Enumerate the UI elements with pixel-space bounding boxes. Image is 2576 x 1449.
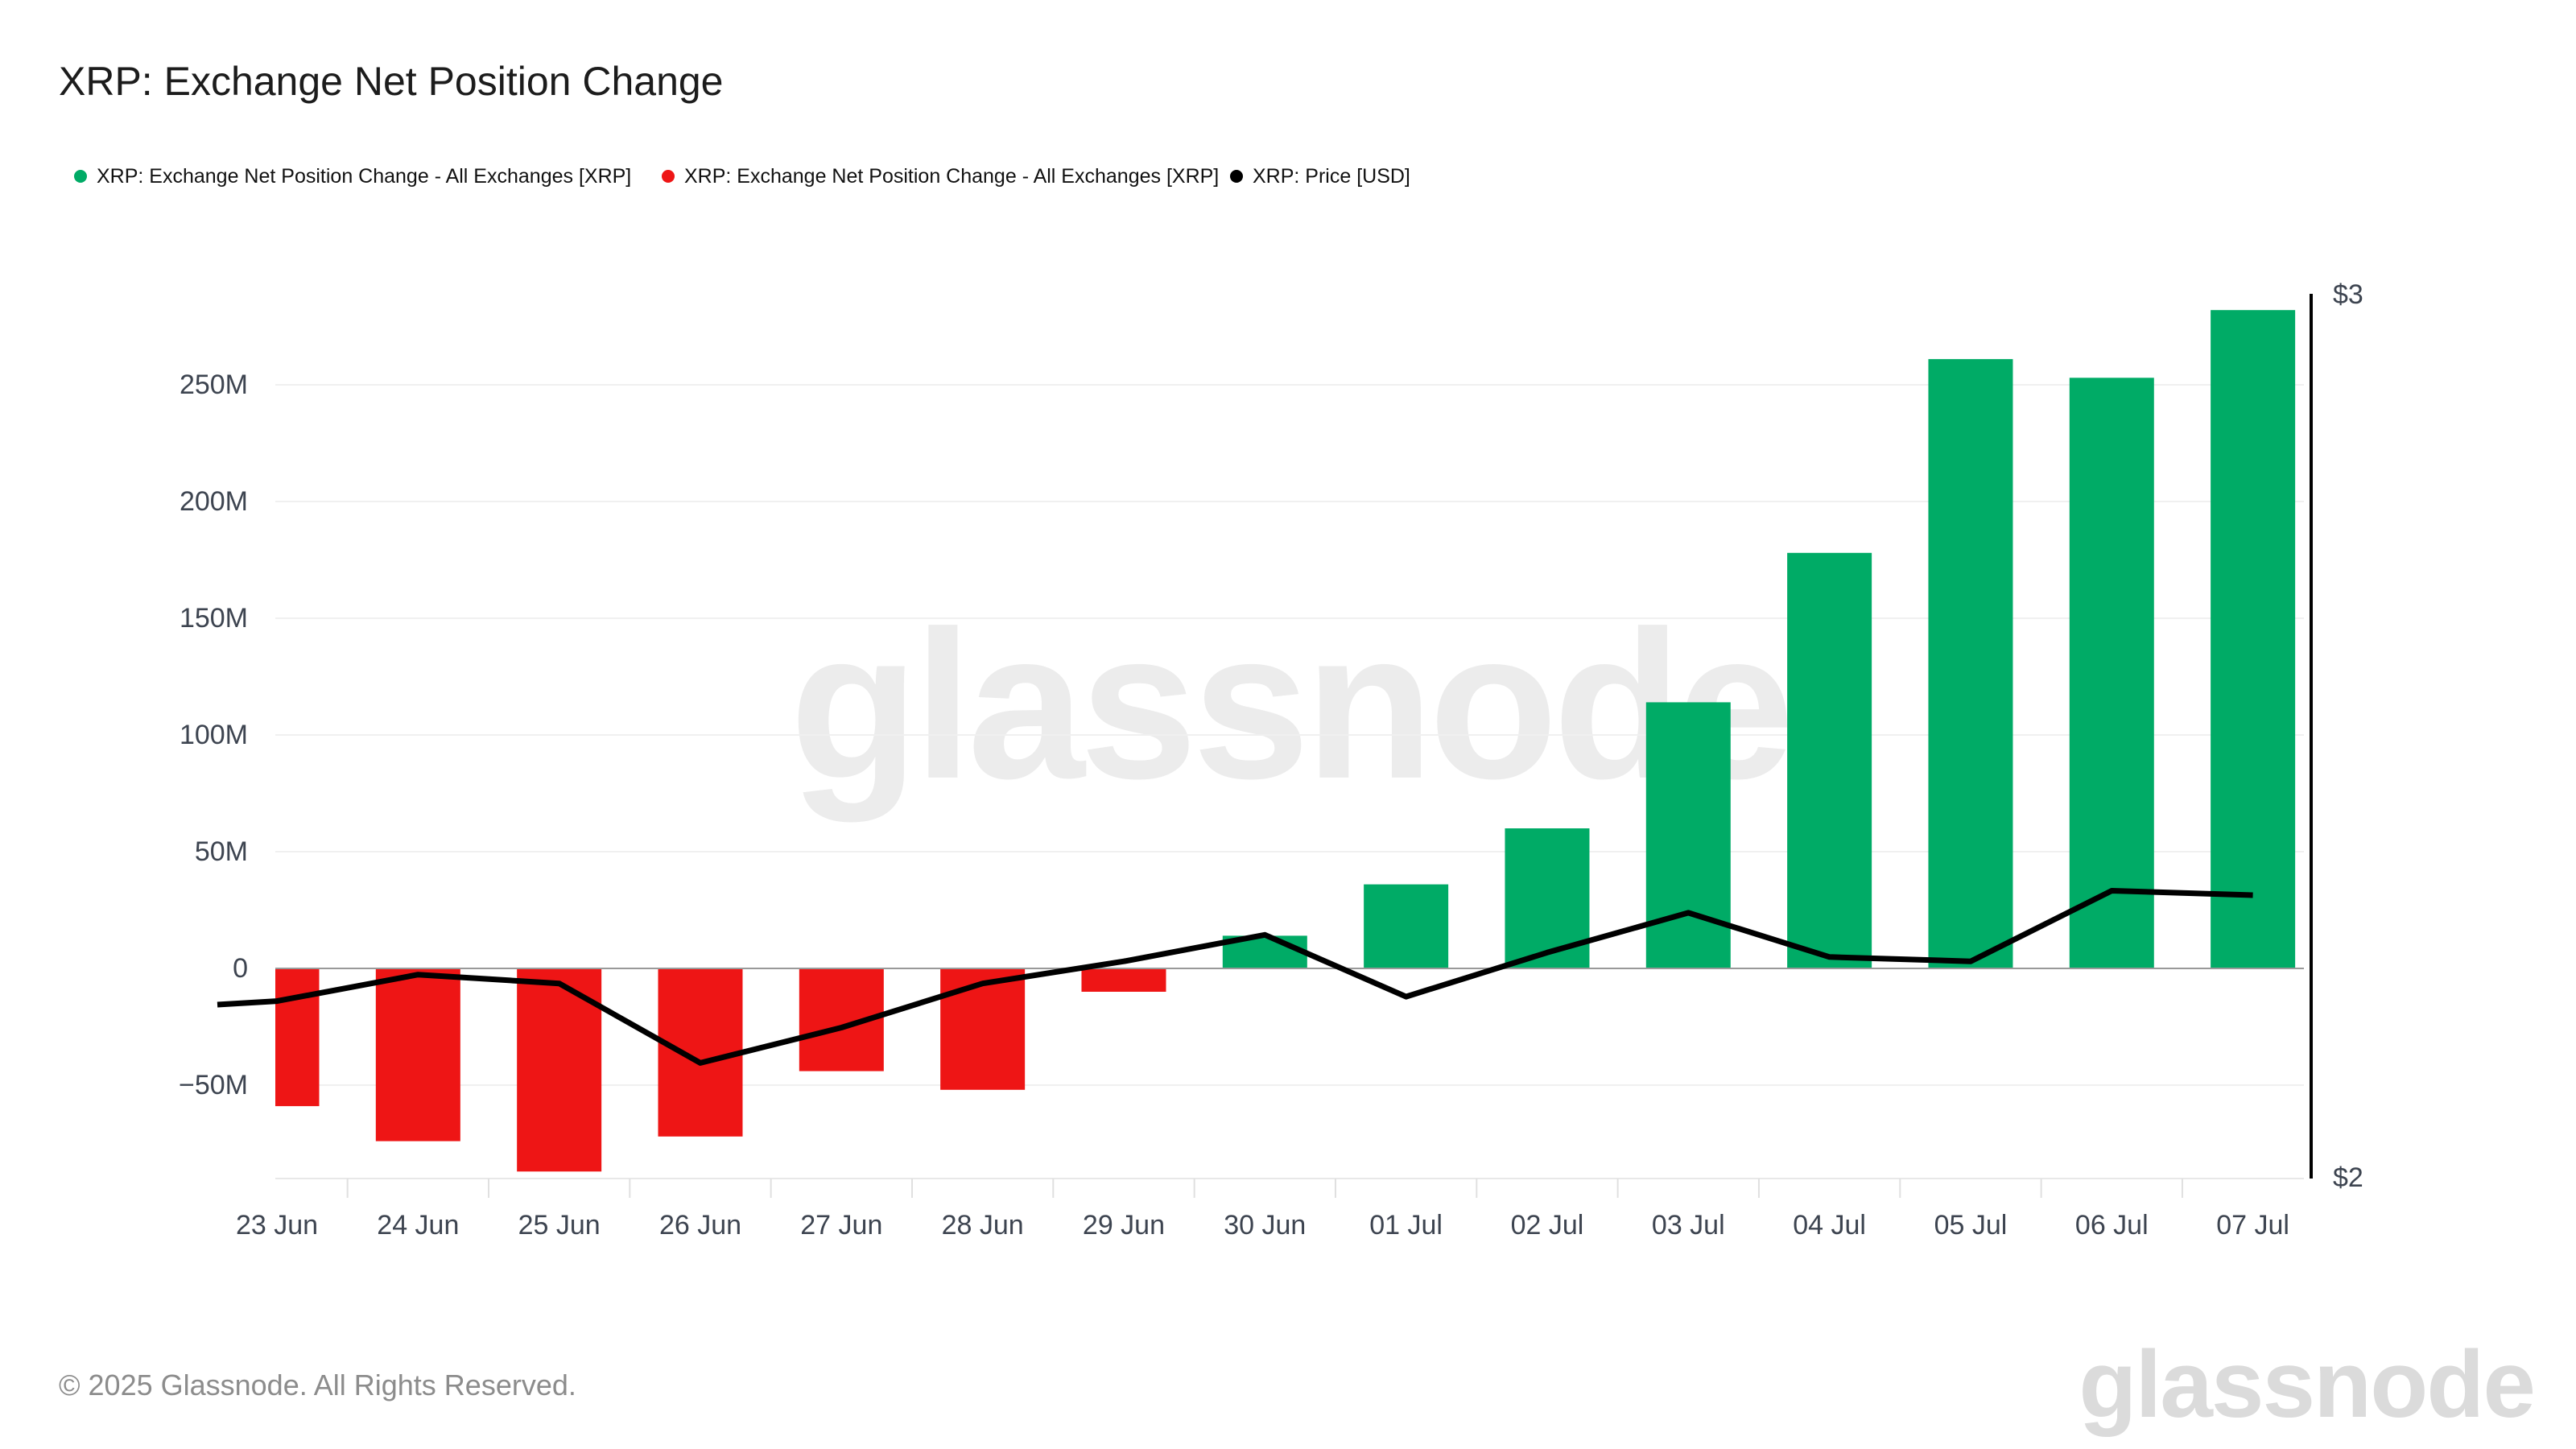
x-tick-05-jul: 05 Jul <box>1934 1210 2008 1241</box>
glassnode-watermark: glassnode <box>790 586 1794 823</box>
x-tick-06-jul: 06 Jul <box>2074 1210 2149 1241</box>
bar-24-jun[interactable] <box>375 968 460 1141</box>
legend-dot-green-icon <box>74 170 87 183</box>
price-line[interactable] <box>217 888 2253 1066</box>
glassnode-logo: glassnode <box>2079 1331 2536 1438</box>
bar-06-jul[interactable] <box>2069 378 2154 968</box>
bar-07-jul[interactable] <box>2211 310 2296 968</box>
bar-05-jul[interactable] <box>1928 359 2013 969</box>
bar-23-jun[interactable] <box>235 968 320 1107</box>
y-left-tick-0: 0 <box>233 953 248 984</box>
y-left-tick-150M: 150M <box>179 603 248 634</box>
x-tick-25-jun: 25 Jun <box>518 1210 601 1241</box>
bar-01-jul[interactable] <box>1364 884 1449 968</box>
y-right-tick-usd-2: $2 <box>2333 1162 2363 1193</box>
y-right-tick-usd-3: $3 <box>2333 279 2363 310</box>
price-line-series <box>217 888 2253 1066</box>
bar-04-jul[interactable] <box>1787 552 1872 968</box>
bar-26-jun[interactable] <box>658 968 743 1137</box>
legend-label: XRP: Price [USD] <box>1253 164 1410 188</box>
bar-28-jun[interactable] <box>940 968 1026 1090</box>
x-tick-02-jul: 02 Jul <box>1510 1210 1584 1241</box>
x-tick-04-jul: 04 Jul <box>1793 1210 1866 1241</box>
bar-02-jul[interactable] <box>1505 828 1590 968</box>
y-left-tick-100M: 100M <box>179 720 248 750</box>
legend-item-netposition-positive[interactable]: XRP: Exchange Net Position Change - All … <box>74 162 631 191</box>
x-tick-01-jul: 01 Jul <box>1369 1210 1443 1241</box>
x-axis <box>275 1178 2304 1198</box>
x-tick-27-jun: 27 Jun <box>800 1210 883 1241</box>
y-left-tick-−50M: −50M <box>179 1070 248 1100</box>
legend-dot-black-icon <box>1230 170 1243 183</box>
x-tick-30-jun: 30 Jun <box>1224 1210 1307 1241</box>
x-tick-23-jun: 23 Jun <box>235 1210 319 1241</box>
copyright-text: © 2025 Glassnode. All Rights Reserved. <box>59 1368 576 1402</box>
x-tick-03-jul: 03 Jul <box>1651 1210 1725 1241</box>
legend-item-netposition-negative[interactable]: XRP: Exchange Net Position Change - All … <box>662 162 1219 191</box>
bar-29-jun[interactable] <box>1081 968 1166 992</box>
legend-dot-red-icon <box>662 170 675 183</box>
x-tick-28-jun: 28 Jun <box>941 1210 1024 1241</box>
y-left-tick-50M: 50M <box>194 836 248 867</box>
net-position-bars <box>235 310 2296 1172</box>
y-left-tick-200M: 200M <box>179 486 248 517</box>
page-title: XRP: Exchange Net Position Change <box>59 59 724 104</box>
x-tick-24-jun: 24 Jun <box>377 1210 460 1241</box>
legend-label: XRP: Exchange Net Position Change - All … <box>684 164 1220 188</box>
legend-item-price[interactable]: XRP: Price [USD] <box>1230 162 1410 191</box>
x-tick-07-jul: 07 Jul <box>2216 1210 2289 1241</box>
x-tick-26-jun: 26 Jun <box>658 1210 742 1241</box>
legend-label: XRP: Exchange Net Position Change - All … <box>97 164 632 188</box>
legend: XRP: Exchange Net Position Change - All … <box>0 162 2576 191</box>
bar-03-jul[interactable] <box>1645 702 1731 968</box>
y-left-tick-250M: 250M <box>179 369 248 400</box>
x-tick-29-jun: 29 Jun <box>1082 1210 1166 1241</box>
